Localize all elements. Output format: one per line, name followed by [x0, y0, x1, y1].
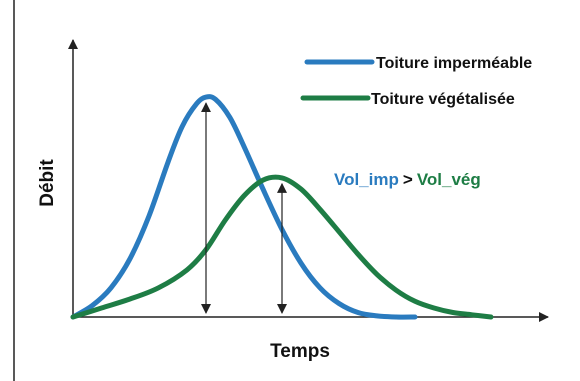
legend-label-vegetalisee: Toiture végétalisée [371, 91, 515, 108]
annotation-vol-imp: Vol_imp [334, 170, 399, 189]
annotation-vol-veg: Vol_vég [417, 170, 481, 189]
series-line-toiture-vegetalisee [70, 174, 494, 320]
series-line-toiture-impermeable [70, 94, 418, 320]
annotation-operator: > [403, 170, 413, 189]
legend: Toiture imperméable Toiture végétalisée [300, 55, 532, 108]
y-axis-label: Débit [37, 159, 58, 207]
x-axis-label: Temps [270, 341, 330, 362]
volume-annotation: Vol_imp > Vol_vég [334, 170, 481, 189]
legend-label-impermeable: Toiture imperméable [376, 55, 532, 72]
